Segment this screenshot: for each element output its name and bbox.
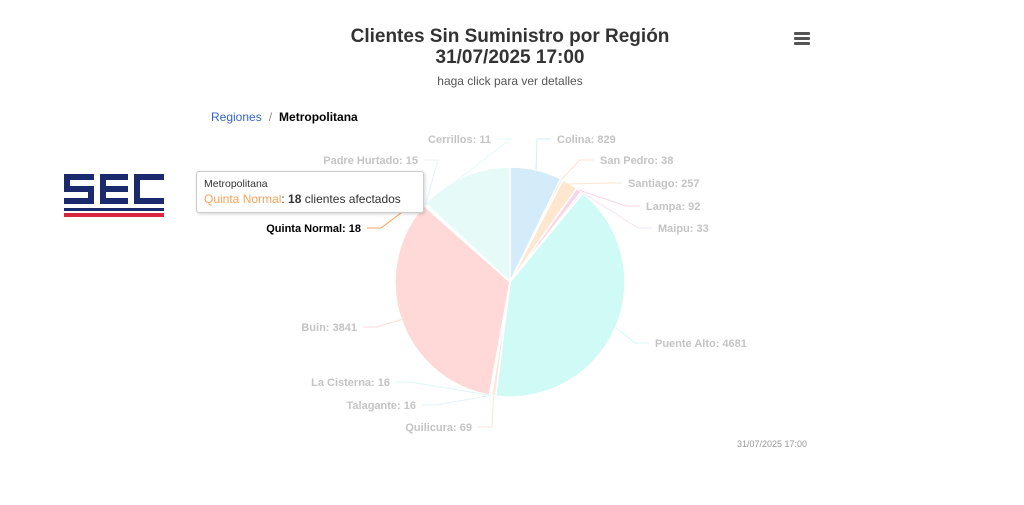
chart-title-line2: 31/07/2025 17:00 xyxy=(435,47,585,68)
connector-lampa xyxy=(578,189,640,207)
data-label-quilicura[interactable]: Quilicura: 69 xyxy=(405,422,472,434)
tooltip-body: Quinta Normal: 18 clientes afectados xyxy=(204,192,401,206)
sec-logo-icon xyxy=(64,174,164,217)
data-label-buin[interactable]: Buin: 3841 xyxy=(301,322,357,334)
data-label-quinta-normal[interactable]: Quinta Normal: 18 xyxy=(266,223,361,235)
data-label-puente-alto[interactable]: Puente Alto: 4681 xyxy=(655,338,747,350)
connector-maipu xyxy=(581,192,652,229)
pie-slice-otro[interactable] xyxy=(424,166,511,284)
connector-quilicura xyxy=(478,395,495,428)
tooltip: Metropolitana Quinta Normal: 18 clientes… xyxy=(196,171,424,213)
data-label-maipu[interactable]: Maipu: 33 xyxy=(658,223,709,235)
breadcrumb-current: Metropolitana xyxy=(279,110,358,124)
data-label-cerrillos[interactable]: Cerrillos: 11 xyxy=(428,134,491,146)
chart-title: Clientes Sin Suministro por Región 31/07… xyxy=(310,26,710,68)
data-label-santiago[interactable]: Santiago: 257 xyxy=(628,178,700,190)
connector-la-cisterna xyxy=(396,381,490,396)
breadcrumb-regiones-link[interactable]: Regiones xyxy=(211,110,262,124)
chart-subtitle: haga click para ver detalles xyxy=(437,74,583,88)
tooltip-suffix: clientes afectados xyxy=(304,192,401,206)
data-label-colina[interactable]: Colina: 829 xyxy=(557,134,616,146)
chart-title-line1: Clientes Sin Suministro por Región xyxy=(350,26,670,47)
data-label-la-cisterna[interactable]: La Cisterna: 16 xyxy=(311,377,390,389)
breadcrumb: Regiones / Metropolitana xyxy=(211,110,358,124)
connector-san-pedro xyxy=(561,159,594,180)
connector-padre-hurtado xyxy=(424,159,439,205)
connector-buin xyxy=(363,319,402,328)
data-label-padre-hurtado[interactable]: Padre Hurtado: 15 xyxy=(323,155,418,167)
tooltip-category: Quinta Normal xyxy=(204,192,282,206)
breadcrumb-separator: / xyxy=(268,110,273,124)
connector-puente-alto xyxy=(615,327,649,344)
connector-cerrillos xyxy=(424,138,513,206)
connector-santiago xyxy=(569,182,622,185)
chart-credits: 31/07/2025 17:00 xyxy=(737,439,808,449)
tooltip-header: Metropolitana xyxy=(204,178,268,190)
connector-colina xyxy=(535,138,551,170)
data-label-lampa[interactable]: Lampa: 92 xyxy=(646,201,700,213)
tooltip-value: 18 xyxy=(288,192,302,206)
data-label-san-pedro[interactable]: San Pedro: 38 xyxy=(600,155,673,167)
data-label-talagante[interactable]: Talagante: 16 xyxy=(347,400,417,412)
connector-talagante xyxy=(422,394,491,406)
hamburger-menu-icon[interactable] xyxy=(788,28,816,50)
